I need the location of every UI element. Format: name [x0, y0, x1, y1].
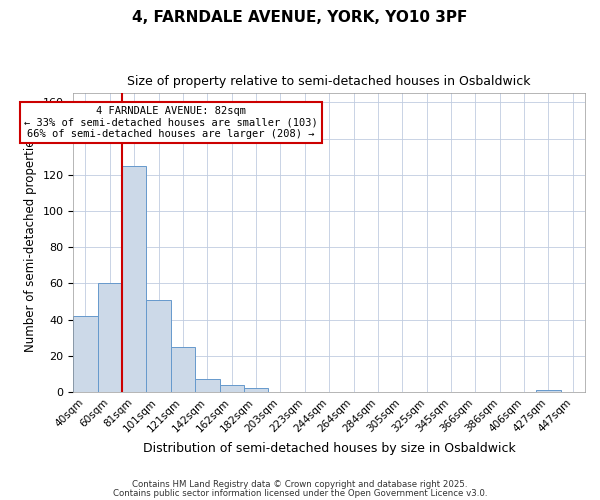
Bar [244, 388, 268, 392]
Text: 4, FARNDALE AVENUE, YORK, YO10 3PF: 4, FARNDALE AVENUE, YORK, YO10 3PF [133, 10, 467, 25]
Text: Contains public sector information licensed under the Open Government Licence v3: Contains public sector information licen… [113, 489, 487, 498]
Bar [146, 300, 171, 392]
Text: 4 FARNDALE AVENUE: 82sqm
← 33% of semi-detached houses are smaller (103)
66% of : 4 FARNDALE AVENUE: 82sqm ← 33% of semi-d… [24, 106, 317, 139]
Bar [536, 390, 560, 392]
Title: Size of property relative to semi-detached houses in Osbaldwick: Size of property relative to semi-detach… [127, 75, 531, 88]
Text: Contains HM Land Registry data © Crown copyright and database right 2025.: Contains HM Land Registry data © Crown c… [132, 480, 468, 489]
Bar [122, 166, 146, 392]
X-axis label: Distribution of semi-detached houses by size in Osbaldwick: Distribution of semi-detached houses by … [143, 442, 515, 455]
Bar [220, 384, 244, 392]
Bar [73, 316, 98, 392]
Bar [195, 380, 220, 392]
Bar [98, 284, 122, 392]
Y-axis label: Number of semi-detached properties: Number of semi-detached properties [24, 134, 37, 352]
Bar [171, 346, 195, 392]
